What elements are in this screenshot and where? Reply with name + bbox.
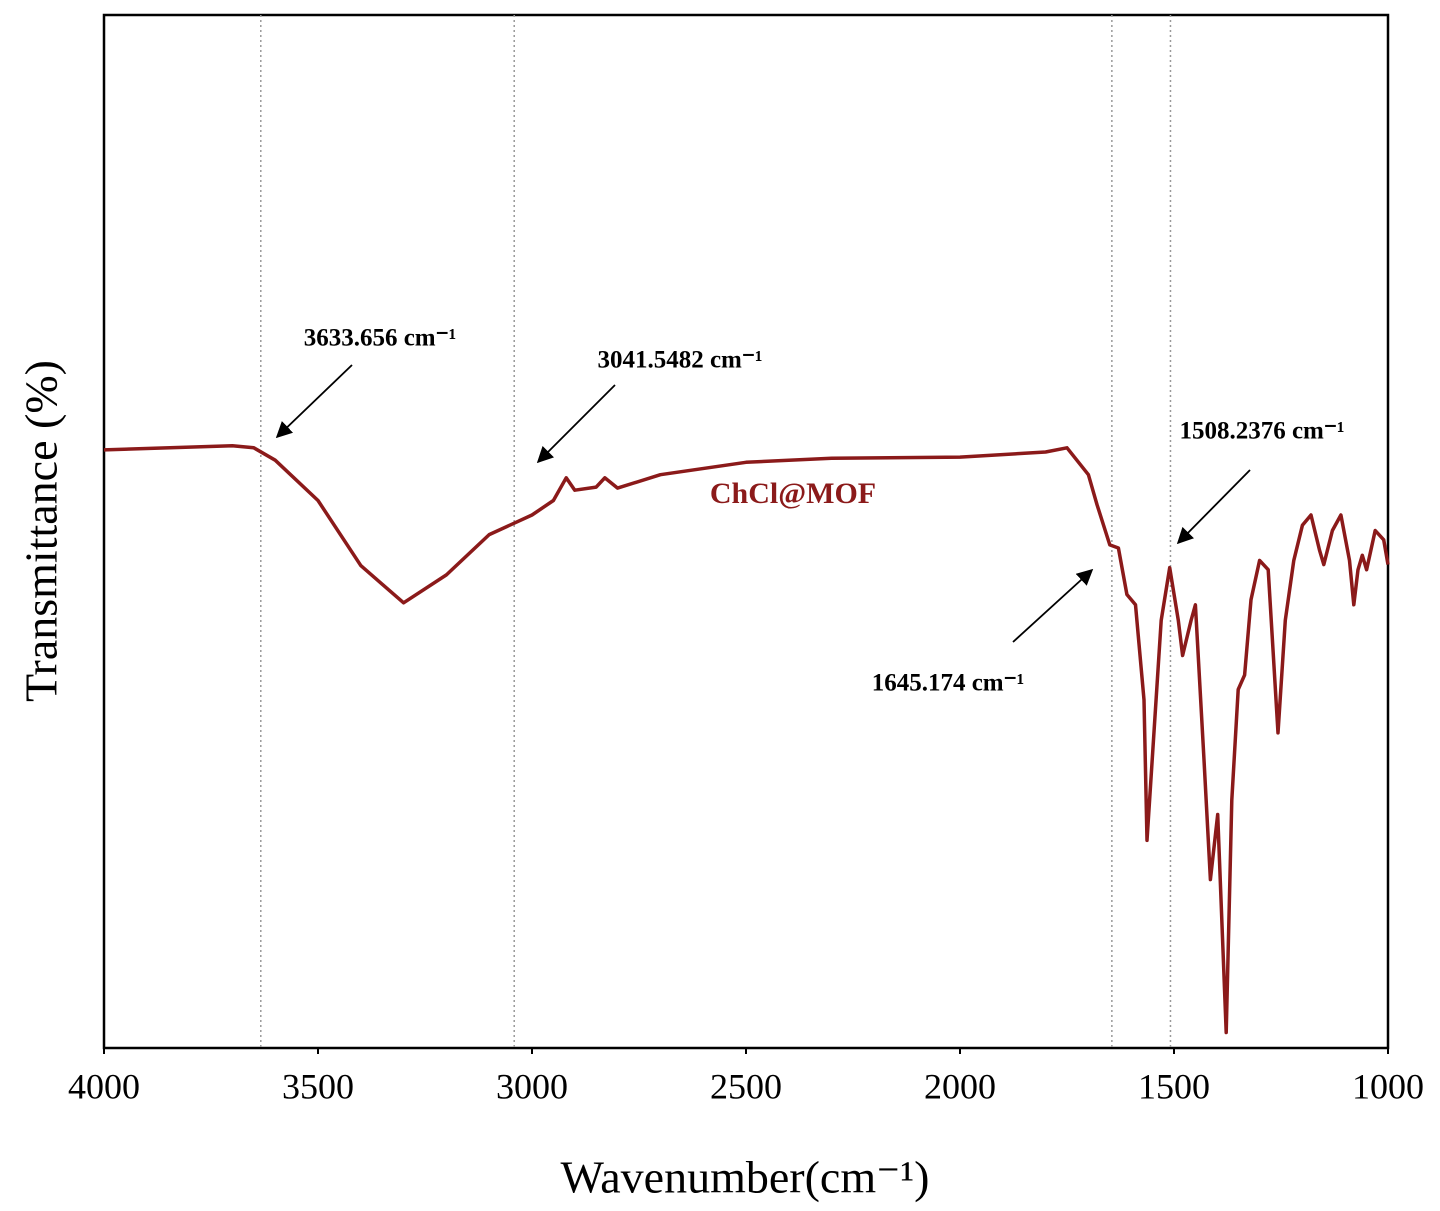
x-tick-label: 2500	[710, 1066, 782, 1106]
annotation-label: 1645.174 cm⁻¹	[872, 670, 1025, 697]
plot-frame	[102, 13, 1390, 1050]
x-tick-label: 1500	[1138, 1066, 1210, 1106]
annotation-label: 3633.656 cm⁻¹	[304, 325, 457, 352]
x-tick-label: 3500	[282, 1066, 354, 1106]
annotation-label: 1508.2376 cm⁻¹	[1179, 418, 1344, 445]
x-tick-label: 3000	[496, 1066, 568, 1106]
annotation-arrow	[1176, 469, 1251, 545]
spectrum-line	[103, 444, 1390, 1035]
x-tick-label: 2000	[924, 1066, 996, 1106]
x-axis-label: Wavenumber(cm⁻¹)	[561, 1152, 930, 1203]
x-tick-label: 1000	[1352, 1066, 1424, 1106]
x-tick-label: 4000	[68, 1066, 140, 1106]
y-axis-label: Transmittance (%)	[16, 360, 67, 702]
annotation-arrow	[536, 384, 616, 464]
annotation-label: 3041.5482 cm⁻¹	[597, 347, 762, 374]
annotation-arrow	[1012, 568, 1094, 643]
annotation-arrow	[275, 364, 353, 439]
series-label: ChCl@MOF	[710, 477, 876, 510]
